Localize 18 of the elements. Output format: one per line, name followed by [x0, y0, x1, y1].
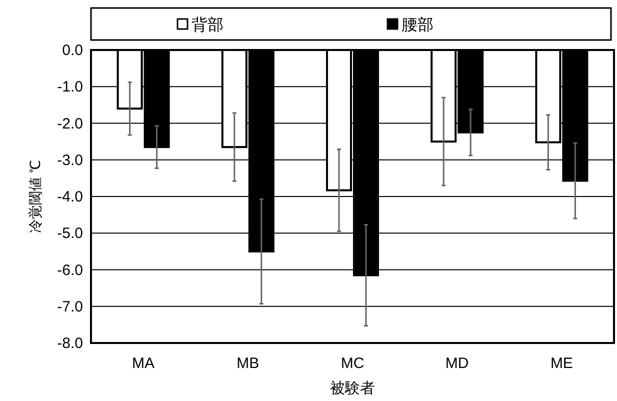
x-tick-label: ME — [550, 355, 573, 372]
y-tick-label: -7.0 — [57, 298, 83, 316]
x-axis-title: 被験者 — [330, 380, 375, 397]
y-tick-label: 0.0 — [62, 42, 83, 59]
legend-label: 腰部 — [402, 16, 434, 34]
y-tick-label: -5.0 — [57, 225, 83, 242]
x-tick-label: MA — [132, 355, 155, 372]
x-tick-label: MC — [340, 355, 364, 372]
legend-label: 背部 — [192, 16, 224, 34]
y-axis-title: 冷覚閾値 ℃ — [27, 160, 43, 233]
y-tick-label: -8.0 — [57, 335, 83, 352]
x-tick-label: MD — [445, 355, 469, 372]
y-tick-label: -4.0 — [57, 188, 83, 206]
y-tick-label: -6.0 — [57, 262, 83, 279]
x-tick-label: MB — [236, 355, 260, 372]
y-tick-label: -3.0 — [57, 152, 83, 169]
y-tick-label: -2.0 — [57, 115, 83, 132]
y-tick-label: -1.0 — [57, 78, 83, 96]
